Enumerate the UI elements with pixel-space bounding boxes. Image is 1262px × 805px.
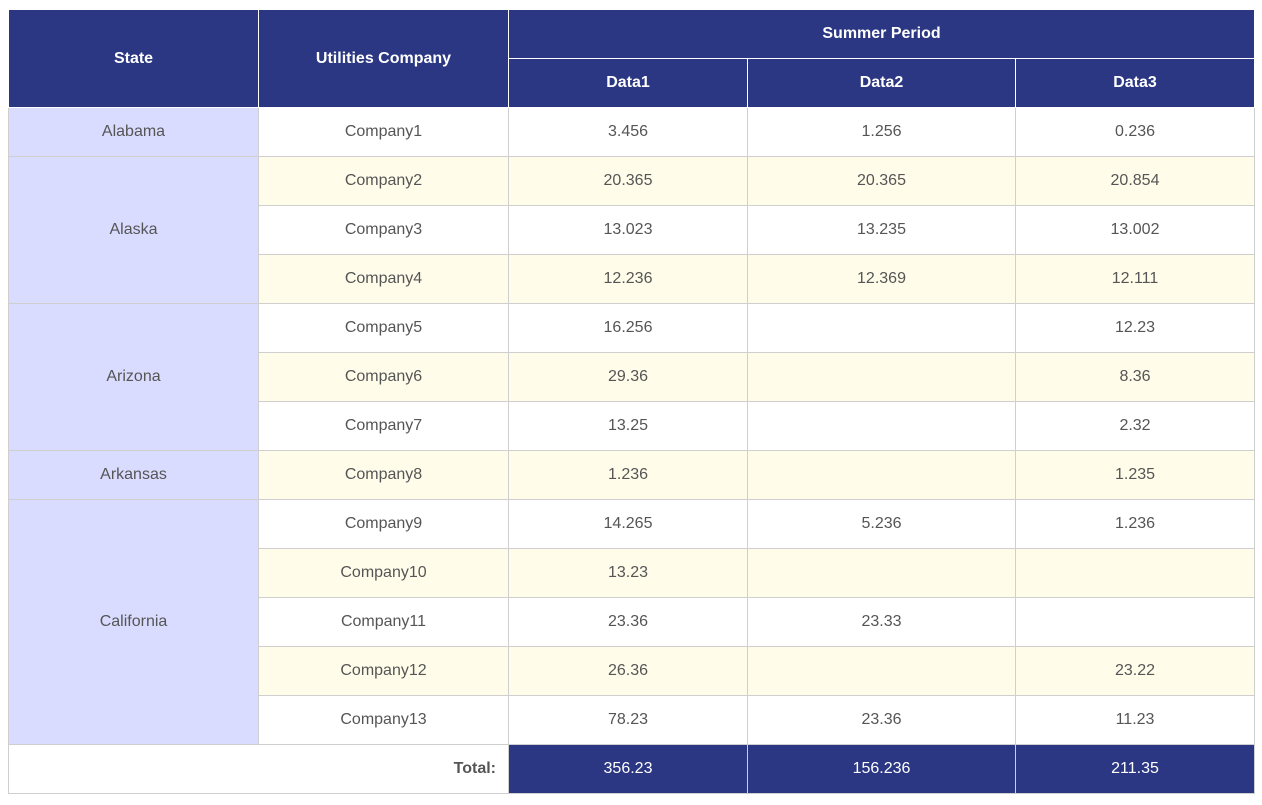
grid-container: State Utilities Company Summer Period Da…: [8, 9, 1256, 794]
data1-cell[interactable]: 12.236: [508, 254, 748, 304]
data2-cell[interactable]: 13.235: [747, 205, 1016, 255]
company-cell[interactable]: Company10: [258, 548, 509, 598]
data1-cell[interactable]: 13.023: [508, 205, 748, 255]
state-cell[interactable]: Alabama: [8, 107, 259, 157]
data3-cell[interactable]: 20.854: [1014, 156, 1256, 206]
company-cell[interactable]: Company6: [258, 352, 509, 402]
data2-cell[interactable]: [747, 401, 1016, 451]
company-cell[interactable]: Company11: [258, 597, 509, 647]
header-data3[interactable]: Data3: [1014, 58, 1256, 108]
data2-cell[interactable]: [747, 450, 1016, 500]
company-cell[interactable]: Company1: [258, 107, 509, 157]
data1-cell[interactable]: 29.36: [508, 352, 748, 402]
data1-cell[interactable]: 78.23: [508, 695, 748, 745]
state-cell[interactable]: California: [8, 499, 259, 745]
header-state[interactable]: State: [8, 9, 259, 108]
header-group-summer[interactable]: Summer Period: [507, 9, 1256, 59]
data3-cell[interactable]: 12.111: [1014, 254, 1256, 304]
header-data1[interactable]: Data1: [508, 58, 748, 108]
company-cell[interactable]: Company8: [258, 450, 509, 500]
company-cell[interactable]: Company9: [258, 499, 509, 549]
grid-footer: Total: 356.23 156.236 211.35: [8, 744, 1256, 794]
data1-cell[interactable]: 16.256: [508, 303, 748, 353]
company-cell[interactable]: Company7: [258, 401, 509, 451]
company-cell[interactable]: Company5: [258, 303, 509, 353]
data2-cell[interactable]: 23.36: [747, 695, 1016, 745]
data2-cell[interactable]: [747, 352, 1016, 402]
header-data2[interactable]: Data2: [747, 58, 1016, 108]
data3-cell[interactable]: [1014, 548, 1256, 598]
total-data3: 211.35: [1014, 744, 1256, 794]
company-cell[interactable]: Company13: [258, 695, 509, 745]
company-cell[interactable]: Company3: [258, 205, 509, 255]
state-cell[interactable]: Arkansas: [8, 450, 259, 500]
data2-cell[interactable]: 5.236: [747, 499, 1016, 549]
data1-cell[interactable]: 14.265: [508, 499, 748, 549]
state-cell[interactable]: Arizona: [8, 303, 259, 451]
data-grid: State Utilities Company Summer Period Da…: [8, 9, 1256, 794]
company-cell[interactable]: Company4: [258, 254, 509, 304]
total-data1: 356.23: [508, 744, 748, 794]
table-row[interactable]: Alaska Company2 20.365 20.365 20.854: [8, 156, 1256, 304]
grid-body: Alabama Company1 3.456 1.256 0.236 Alaska Comp…: [8, 107, 1256, 745]
data3-cell[interactable]: [1014, 597, 1256, 647]
grid-header: State Utilities Company Summer Period Da…: [8, 9, 1256, 108]
data1-cell[interactable]: 3.456: [508, 107, 748, 157]
header-company[interactable]: Utilities Company: [258, 9, 509, 108]
data3-cell[interactable]: 11.23: [1014, 695, 1256, 745]
data2-cell[interactable]: [747, 548, 1016, 598]
data3-cell[interactable]: 8.36: [1014, 352, 1256, 402]
table-row[interactable]: Arkansas Company8 1.236 1.235: [8, 450, 1256, 500]
data3-cell[interactable]: 23.22: [1014, 646, 1256, 696]
data3-cell[interactable]: 1.236: [1014, 499, 1256, 549]
table-row[interactable]: California Company9 14.265 5.236 1.236: [8, 499, 1256, 745]
total-label: Total:: [8, 744, 509, 794]
data3-cell[interactable]: 12.23: [1014, 303, 1256, 353]
total-data2: 156.236: [747, 744, 1016, 794]
table-row[interactable]: Company11 23.36 23.33: [9, 597, 1256, 647]
company-cell[interactable]: Company12: [258, 646, 509, 696]
state-cell[interactable]: Alaska: [8, 156, 259, 304]
data3-cell[interactable]: 2.32: [1014, 401, 1256, 451]
data2-cell[interactable]: [747, 646, 1016, 696]
data1-cell[interactable]: 23.36: [508, 597, 748, 647]
table-row[interactable]: Company6 29.36 8.36: [9, 352, 1256, 402]
table-row[interactable]: Company4 12.236 12.369 12.111: [9, 254, 1256, 304]
data1-cell[interactable]: 26.36: [508, 646, 748, 696]
table-row[interactable]: Arizona Company5 16.256 12.23: [8, 303, 1256, 451]
table-row[interactable]: Company3 13.023 13.235 13.002: [9, 205, 1256, 255]
data2-cell[interactable]: 12.369: [747, 254, 1016, 304]
data3-cell[interactable]: 0.236: [1014, 107, 1256, 157]
data1-cell[interactable]: 1.236: [508, 450, 748, 500]
data1-cell[interactable]: 20.365: [508, 156, 748, 206]
table-row[interactable]: Alabama Company1 3.456 1.256 0.236: [8, 107, 1256, 157]
data1-cell[interactable]: 13.23: [508, 548, 748, 598]
data3-cell[interactable]: 1.235: [1014, 450, 1256, 500]
data2-cell[interactable]: 1.256: [747, 107, 1016, 157]
company-cell[interactable]: Company2: [258, 156, 509, 206]
table-row[interactable]: Company10 13.23: [9, 548, 1256, 598]
data1-cell[interactable]: 13.25: [508, 401, 748, 451]
data2-cell[interactable]: 23.33: [747, 597, 1016, 647]
data2-cell[interactable]: 20.365: [747, 156, 1016, 206]
data3-cell[interactable]: 13.002: [1014, 205, 1256, 255]
data2-cell[interactable]: [747, 303, 1016, 353]
